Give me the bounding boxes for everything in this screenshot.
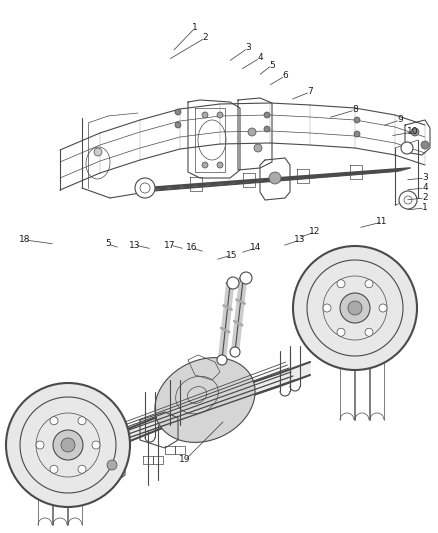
Text: 17: 17: [164, 240, 176, 249]
Circle shape: [217, 112, 223, 118]
Circle shape: [175, 109, 181, 115]
Text: 1: 1: [192, 23, 198, 33]
Circle shape: [411, 128, 419, 136]
Circle shape: [365, 280, 373, 288]
Polygon shape: [280, 362, 310, 386]
Text: 13: 13: [129, 240, 141, 249]
Polygon shape: [30, 450, 80, 485]
Circle shape: [217, 162, 223, 168]
Polygon shape: [230, 373, 280, 403]
Circle shape: [230, 347, 240, 357]
Text: 4: 4: [257, 53, 263, 62]
Circle shape: [401, 194, 413, 206]
Circle shape: [293, 246, 417, 370]
Text: 15: 15: [226, 251, 238, 260]
Text: 6: 6: [282, 71, 288, 80]
Circle shape: [240, 272, 252, 284]
Circle shape: [254, 144, 262, 152]
Circle shape: [94, 148, 102, 156]
Text: 3: 3: [422, 174, 428, 182]
Circle shape: [354, 117, 360, 123]
Circle shape: [217, 355, 227, 365]
Text: 5: 5: [269, 61, 275, 69]
Circle shape: [401, 142, 413, 154]
Text: 12: 12: [309, 228, 321, 237]
Circle shape: [202, 162, 208, 168]
Circle shape: [340, 293, 370, 323]
Text: 2: 2: [422, 193, 428, 203]
Circle shape: [379, 304, 387, 312]
Circle shape: [399, 191, 417, 209]
Text: 3: 3: [245, 44, 251, 52]
Polygon shape: [130, 408, 180, 441]
Circle shape: [354, 131, 360, 137]
Circle shape: [264, 126, 270, 132]
Text: 16: 16: [186, 244, 198, 253]
Circle shape: [175, 122, 181, 128]
Circle shape: [348, 301, 362, 315]
Circle shape: [6, 383, 130, 507]
Circle shape: [337, 280, 345, 288]
Text: 19: 19: [179, 456, 191, 464]
Text: 9: 9: [397, 116, 403, 125]
Circle shape: [323, 304, 331, 312]
Circle shape: [50, 465, 58, 473]
Polygon shape: [180, 390, 230, 421]
Text: 2: 2: [202, 34, 208, 43]
Circle shape: [421, 141, 429, 149]
Circle shape: [50, 417, 58, 425]
Circle shape: [36, 441, 44, 449]
Text: 13: 13: [294, 236, 306, 245]
Text: 14: 14: [250, 244, 261, 253]
Polygon shape: [80, 428, 130, 463]
Text: 10: 10: [407, 127, 419, 136]
Circle shape: [61, 438, 75, 452]
Ellipse shape: [155, 358, 255, 442]
Circle shape: [264, 112, 270, 118]
Circle shape: [78, 417, 86, 425]
Text: 8: 8: [352, 106, 358, 115]
Circle shape: [337, 328, 345, 336]
Circle shape: [227, 277, 239, 289]
Circle shape: [202, 112, 208, 118]
Circle shape: [78, 465, 86, 473]
Circle shape: [53, 430, 83, 460]
Text: 4: 4: [422, 183, 428, 192]
Circle shape: [107, 460, 117, 470]
Text: 5: 5: [105, 239, 111, 248]
Text: 1: 1: [422, 204, 428, 213]
Circle shape: [135, 178, 155, 198]
Circle shape: [92, 441, 100, 449]
Text: 11: 11: [376, 217, 388, 227]
Circle shape: [365, 328, 373, 336]
Text: 18: 18: [19, 236, 31, 245]
Text: 7: 7: [307, 87, 313, 96]
Circle shape: [269, 172, 281, 184]
Circle shape: [248, 128, 256, 136]
